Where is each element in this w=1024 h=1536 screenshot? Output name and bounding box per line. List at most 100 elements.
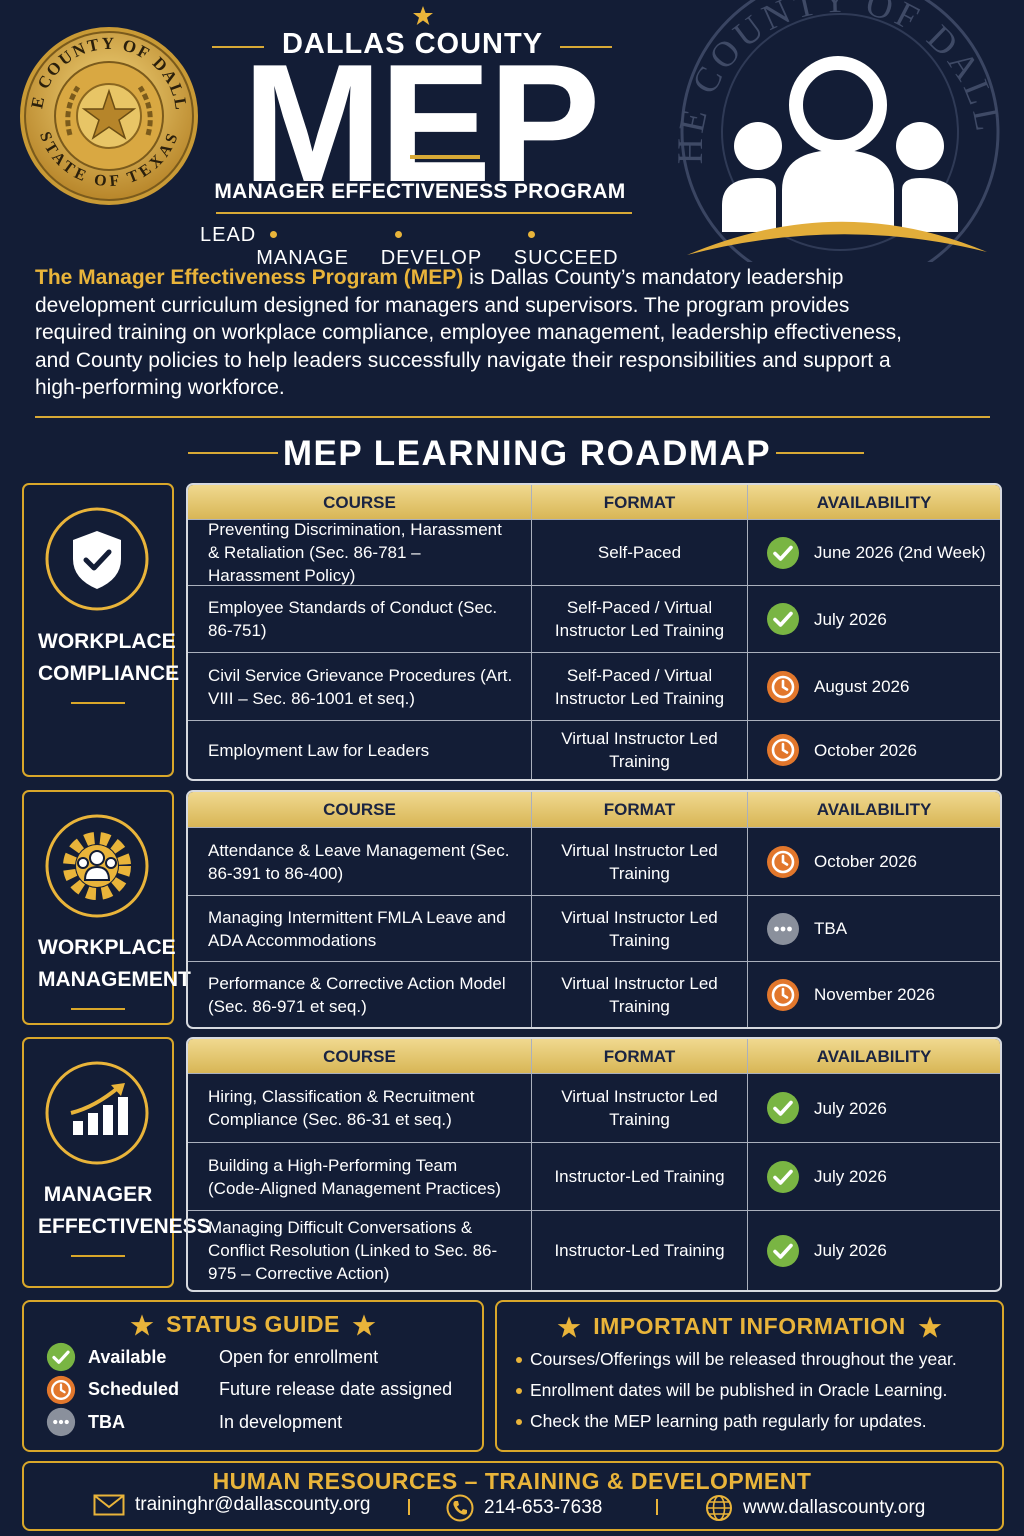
course-row: Preventing Discrimination, Harassment & … xyxy=(188,519,1000,585)
course-row: Employment Law for Leaders Virtual Instru… xyxy=(188,720,1000,779)
course-table: COURSE FORMAT AVAILABILITY Hiring, Classifi… xyxy=(186,1037,1002,1292)
availability: October 2026 xyxy=(747,828,1000,895)
availability: July 2026 xyxy=(747,1143,1000,1210)
star-icon xyxy=(557,1315,581,1339)
status-label: Available xyxy=(88,1346,167,1367)
course-name: Attendance & Leave Management (Sec. 86-3… xyxy=(208,840,510,883)
divider xyxy=(35,416,990,418)
availability: July 2026 xyxy=(747,1211,1000,1290)
status-icon-graphic xyxy=(767,1160,799,1193)
table-header: COURSE FORMAT AVAILABILITY xyxy=(188,485,1000,519)
course-name: Employee Standards of Conduct (Sec. 86-7… xyxy=(208,598,498,640)
category-underline xyxy=(71,1255,125,1257)
county-seal: THE COUNTY OF DALLAS STATE OF TEXAS xyxy=(18,25,198,205)
star-icon-graphic xyxy=(918,1315,942,1338)
category-icon-graphic xyxy=(45,1061,149,1165)
course-name: Building a High-Performing Team (Code-Al… xyxy=(208,1155,501,1198)
course-name: Performance & Corrective Action Model (S… xyxy=(208,973,506,1016)
column-header: AVAILABILITY xyxy=(747,1039,1000,1073)
status-guide-panel xyxy=(22,1300,484,1452)
course-format: Instructor-Led Training xyxy=(531,1211,747,1290)
status-icon xyxy=(766,670,800,704)
divider xyxy=(216,212,632,214)
phone-icon xyxy=(446,1494,474,1522)
category-icon-graphic xyxy=(45,814,149,918)
course-name: Civil Service Grievance Procedures (Art.… xyxy=(208,665,513,708)
status-description: Future release date assigned xyxy=(219,1379,453,1399)
status-icon xyxy=(766,912,800,946)
course-format: Virtual Instructor Led Training xyxy=(531,896,747,961)
status-guide-title: STATUS GUIDE xyxy=(22,1311,484,1338)
star-icon xyxy=(130,1313,154,1337)
status-guide-heading: STATUS GUIDE xyxy=(166,1311,340,1337)
column-header: FORMAT xyxy=(531,485,747,519)
status-icon-graphic xyxy=(767,734,799,766)
availability: November 2026 xyxy=(747,962,1000,1027)
availability: August 2026 xyxy=(747,653,1000,720)
pillars: LEAD MANAGE DEVELOP SUCCEED xyxy=(200,224,650,270)
status-item: Scheduled Future release date assigned xyxy=(46,1375,452,1405)
status-label: Scheduled xyxy=(88,1379,180,1399)
star-icon xyxy=(352,1313,376,1337)
course-name: Employment Law for Leaders xyxy=(208,740,430,760)
course-format: Virtual Instructor Led Training xyxy=(531,721,747,779)
divider xyxy=(212,46,264,48)
separator xyxy=(656,1499,658,1515)
status-description: Open for enrollment xyxy=(219,1346,379,1367)
availability-date: July 2026 xyxy=(814,1098,887,1118)
category-icon xyxy=(45,507,149,611)
availability: October 2026 xyxy=(747,721,1000,779)
status-icon xyxy=(766,733,800,767)
category-label: MANAGER EFFECTIVENESS xyxy=(38,1183,211,1238)
status-icon xyxy=(46,1407,76,1437)
category-box: WORKPLACE COMPLIANCE xyxy=(22,483,179,777)
course-name: Managing Intermittent FMLA Leave and ADA… xyxy=(208,907,506,950)
availability-date: June 2026 (2nd Week) xyxy=(814,543,986,562)
program-acronym: MEP xyxy=(242,29,600,217)
status-icon xyxy=(46,1342,76,1372)
availability-date: November 2026 xyxy=(814,985,935,1004)
pillar: MANAGE xyxy=(256,224,380,270)
intro-lead: The Manager Effectiveness Program (MEP) xyxy=(35,266,464,289)
star-icon xyxy=(413,6,433,25)
column-header: FORMAT xyxy=(531,792,747,827)
status-item: TBA In development xyxy=(46,1407,342,1437)
accent-bar xyxy=(410,155,480,159)
course-format: Self-Paced / Virtual Instructor Led Trai… xyxy=(531,653,747,720)
availability: TBA xyxy=(747,896,1000,961)
email: traininghr@dallascounty.org xyxy=(135,1494,371,1515)
important-title: IMPORTANT INFORMATION xyxy=(495,1313,1004,1340)
important-panel xyxy=(495,1300,1004,1452)
star-icon xyxy=(918,1315,942,1339)
column-header: AVAILABILITY xyxy=(747,485,1000,519)
divider xyxy=(188,452,278,454)
category-label: WORKPLACE MANAGEMENT xyxy=(38,936,191,991)
status-icon xyxy=(766,1091,800,1125)
course-row: Civil Service Grievance Procedures (Art.… xyxy=(188,652,1000,720)
category-icon xyxy=(45,814,149,918)
category-icon xyxy=(45,1061,149,1165)
availability-date: July 2026 xyxy=(814,1167,887,1186)
globe-icon xyxy=(706,1495,732,1521)
course-format: Virtual Instructor Led Training xyxy=(531,1074,747,1142)
website: www.dallascounty.org xyxy=(743,1497,926,1518)
status-icon xyxy=(766,1234,800,1268)
important-heading: IMPORTANT INFORMATION xyxy=(593,1313,906,1339)
course-table: COURSE FORMAT AVAILABILITY Attendance & Lea… xyxy=(186,790,1002,1029)
roadmap-title: MEP LEARNING ROADMAP xyxy=(282,434,772,473)
course-format: Virtual Instructor Led Training xyxy=(531,962,747,1027)
status-icon xyxy=(766,845,800,879)
status-icon xyxy=(766,602,800,636)
star-icon-graphic xyxy=(352,1313,376,1336)
availability-date: TBA xyxy=(814,919,848,938)
course-row: Performance & Corrective Action Model (S… xyxy=(188,961,1000,1027)
course-row: Managing Difficult Conversations & Confl… xyxy=(188,1210,1000,1290)
status-icon-graphic xyxy=(46,1407,76,1437)
important-item: Check the MEP learning path regularly fo… xyxy=(516,1411,927,1431)
course-name: Managing Difficult Conversations & Confl… xyxy=(208,1218,498,1283)
category-underline xyxy=(71,702,125,704)
status-item: Available Open for enrollment xyxy=(46,1342,378,1372)
status-icon-graphic xyxy=(767,1092,799,1124)
course-row: Employee Standards of Conduct (Sec. 86-7… xyxy=(188,585,1000,652)
